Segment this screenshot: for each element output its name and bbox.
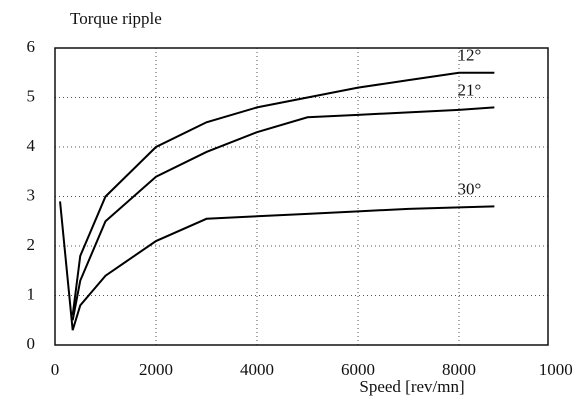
- y-axis-label: Torque ripple: [70, 9, 162, 28]
- series-label: 12°: [457, 46, 481, 65]
- y-tick-label: 3: [27, 185, 36, 204]
- x-tick-label: 4000: [240, 360, 274, 379]
- y-tick-label: 6: [27, 37, 36, 56]
- x-tick-label: 2000: [139, 360, 173, 379]
- y-tick-label: 2: [27, 235, 36, 254]
- line: [71, 106, 495, 321]
- plot-frame: [54, 47, 549, 346]
- series-label: 21°: [457, 80, 481, 99]
- y-tick-label: 5: [27, 86, 36, 105]
- x-tick-label: 0: [51, 360, 60, 379]
- x-tick-label: 6000: [341, 360, 375, 379]
- y-tick-label: 1: [27, 284, 36, 303]
- x-axis-label: Speed [rev/mn]: [359, 377, 464, 396]
- x-tick-label: 8000: [442, 360, 476, 379]
- y-tick-label: 4: [27, 136, 36, 155]
- line: [71, 71, 495, 316]
- x-tick-label: 10000: [539, 360, 573, 379]
- line: [59, 201, 495, 331]
- y-tick-label: 0: [27, 334, 36, 353]
- series-label: 30°: [457, 179, 481, 198]
